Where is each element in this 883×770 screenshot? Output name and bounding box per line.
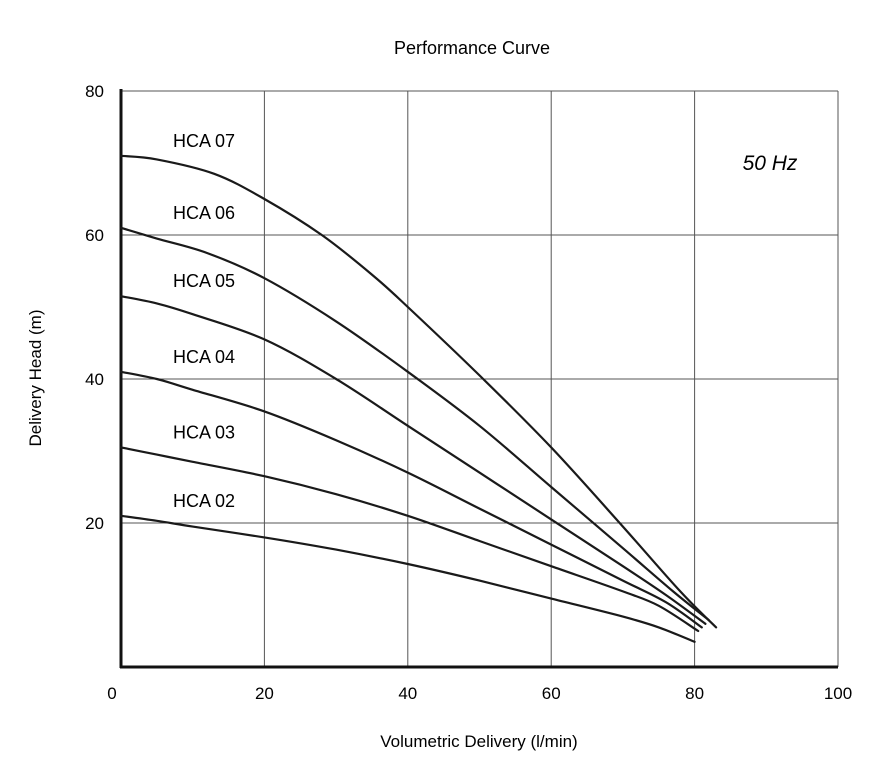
series-labels: HCA 07 HCA 06 HCA 05 HCA 04 HCA 03 HCA 02 (173, 131, 235, 511)
series-line-hca-02 (119, 514, 696, 643)
series-line-hca-06 (119, 226, 710, 622)
x-tick-label: 60 (542, 684, 561, 703)
series-label-hca-06: HCA 06 (173, 203, 235, 223)
series-line-hca-07 (119, 154, 718, 629)
series-line-hca-05 (119, 295, 707, 625)
series-lines (119, 154, 718, 643)
series-label-hca-04: HCA 04 (173, 347, 235, 367)
tick-labels: 0 20 40 60 80 100 20 40 60 80 (85, 82, 852, 703)
series-line-hca-03 (119, 446, 700, 633)
grid (121, 90, 839, 667)
x-axis-label: Volumetric Delivery (l/min) (380, 732, 577, 751)
y-axis-label: Delivery Head (m) (26, 310, 45, 447)
y-tick-label: 20 (85, 514, 104, 533)
x-tick-label: 80 (685, 684, 704, 703)
x-tick-label: 0 (107, 684, 116, 703)
series-label-hca-05: HCA 05 (173, 271, 235, 291)
y-tick-label: 60 (85, 226, 104, 245)
frequency-annotation: 50 Hz (743, 152, 798, 175)
series-line-hca-04 (119, 370, 703, 629)
x-tick-label: 40 (398, 684, 417, 703)
y-tick-label: 80 (85, 82, 104, 101)
series-label-hca-07: HCA 07 (173, 131, 235, 151)
series-label-hca-02: HCA 02 (173, 491, 235, 511)
y-tick-label: 40 (85, 370, 104, 389)
chart-title: Performance Curve (394, 38, 550, 58)
axes (119, 89, 838, 669)
x-tick-label: 100 (824, 684, 852, 703)
series-label-hca-03: HCA 03 (173, 422, 235, 442)
x-tick-label: 20 (255, 684, 274, 703)
